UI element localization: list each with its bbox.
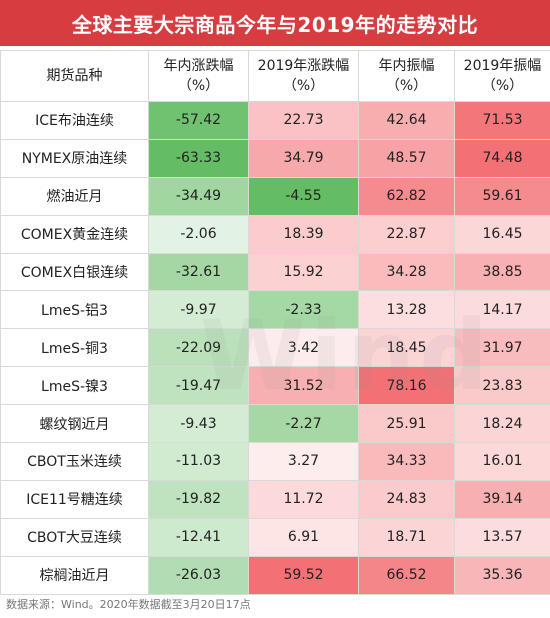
commodity-name: COMEX黄金连续 [0, 214, 149, 254]
cell-2019-amplitude: 39.14 [454, 479, 550, 519]
cell-2019-change: -2.27 [248, 404, 359, 444]
header-2019-amplitude: 2019年振幅 （%） [454, 50, 550, 102]
cell-2019-change: -4.55 [248, 176, 359, 216]
cell-ytd-change: -19.47 [148, 366, 249, 406]
cell-2019-amplitude: 59.61 [454, 176, 550, 216]
commodity-name: CBOT玉米连续 [0, 442, 149, 481]
cell-ytd-amplitude: 18.45 [358, 328, 455, 368]
commodity-name: LmeS-铜3 [0, 328, 149, 368]
header-2019-amplitude-label: 2019年振幅 [463, 58, 542, 74]
commodity-name: LmeS-镍3 [0, 366, 149, 406]
table-row: CBOT玉米连续 -11.03 3.27 34.33 16.01 [0, 442, 550, 481]
table-row: LmeS-铝3 -9.97 -2.33 13.28 14.17 [0, 290, 550, 330]
header-ytd-amplitude: 年内振幅 （%） [358, 50, 455, 102]
cell-2019-change: 3.42 [248, 328, 359, 368]
header-ytd-change-label: 年内涨跌幅 [163, 58, 234, 74]
table-row: 燃油近月 -34.49 -4.55 62.82 59.61 [0, 176, 550, 216]
cell-ytd-amplitude: 24.83 [358, 479, 455, 519]
cell-ytd-amplitude: 48.57 [358, 138, 455, 178]
cell-2019-amplitude: 16.01 [454, 442, 550, 481]
header-2019-change-label: 2019年涨跌幅 [257, 58, 350, 74]
cell-ytd-change: -32.61 [148, 252, 249, 292]
cell-ytd-amplitude: 78.16 [358, 366, 455, 406]
cell-ytd-amplitude: 62.82 [358, 176, 455, 216]
header-2019-change-unit: （%） [282, 78, 325, 94]
cell-2019-change: 6.91 [248, 517, 359, 557]
commodity-name: COMEX白银连续 [0, 252, 149, 292]
table-row: 螺纹钢近月 -9.43 -2.27 25.91 18.24 [0, 404, 550, 444]
cell-2019-change: 34.79 [248, 138, 359, 178]
cell-2019-amplitude: 13.57 [454, 517, 550, 557]
cell-ytd-amplitude: 13.28 [358, 290, 455, 330]
cell-ytd-change: -57.42 [148, 101, 249, 140]
cell-ytd-change: -9.43 [148, 404, 249, 444]
commodity-name: 燃油近月 [0, 176, 149, 216]
table-row: LmeS-镍3 -19.47 31.52 78.16 23.83 [0, 366, 550, 406]
table-row: NYMEX原油连续 -63.33 34.79 48.57 74.48 [0, 138, 550, 178]
header-name: 期货品种 [0, 50, 149, 102]
cell-ytd-change: -63.33 [148, 138, 249, 178]
cell-2019-change: 11.72 [248, 479, 359, 519]
cell-2019-amplitude: 16.45 [454, 214, 550, 254]
cell-2019-amplitude: 71.53 [454, 101, 550, 140]
cell-2019-amplitude: 14.17 [454, 290, 550, 330]
cell-2019-change: 59.52 [248, 555, 359, 595]
commodity-name: 螺纹钢近月 [0, 404, 149, 444]
table-row: CBOT大豆连续 -12.41 6.91 18.71 13.57 [0, 517, 550, 557]
cell-ytd-amplitude: 18.71 [358, 517, 455, 557]
header-ytd-change-unit: （%） [177, 78, 220, 94]
table-row: ICE布油连续 -57.42 22.73 42.64 71.53 [0, 101, 550, 140]
table-row: 棕榈油近月 -26.03 59.52 66.52 35.36 [0, 555, 550, 595]
cell-ytd-change: -26.03 [148, 555, 249, 595]
cell-ytd-amplitude: 25.91 [358, 404, 455, 444]
cell-2019-amplitude: 38.85 [454, 252, 550, 292]
cell-2019-change: 22.73 [248, 101, 359, 140]
table-row: LmeS-铜3 -22.09 3.42 18.45 31.97 [0, 328, 550, 368]
cell-2019-change: 18.39 [248, 214, 359, 254]
cell-2019-change: -2.33 [248, 290, 359, 330]
cell-ytd-change: -2.06 [148, 214, 249, 254]
commodity-table: 期货品种 年内涨跌幅 （%） 2019年涨跌幅 （%） 年内振幅 （%） 201… [0, 50, 550, 595]
commodity-name: 棕榈油近月 [0, 555, 149, 595]
cell-ytd-amplitude: 34.33 [358, 442, 455, 481]
cell-2019-amplitude: 74.48 [454, 138, 550, 178]
commodity-name: LmeS-铝3 [0, 290, 149, 330]
cell-2019-change: 3.27 [248, 442, 359, 481]
cell-2019-amplitude: 18.24 [454, 404, 550, 444]
commodity-name: CBOT大豆连续 [0, 517, 149, 557]
header-ytd-amplitude-label: 年内振幅 [378, 58, 435, 74]
commodity-name: NYMEX原油连续 [0, 138, 149, 178]
cell-2019-amplitude: 31.97 [454, 328, 550, 368]
cell-ytd-change: -9.97 [148, 290, 249, 330]
commodity-name: ICE11号糖连续 [0, 479, 149, 519]
footnote: 数据来源：Wind。2020年数据截至3月20日17点 [6, 598, 251, 611]
chart-title: 全球主要大宗商品今年与2019年的走势对比 [0, 0, 550, 46]
cell-ytd-amplitude: 66.52 [358, 555, 455, 595]
commodity-name: ICE布油连续 [0, 101, 149, 140]
cell-ytd-amplitude: 34.28 [358, 252, 455, 292]
table-row: COMEX黄金连续 -2.06 18.39 22.87 16.45 [0, 214, 550, 254]
cell-ytd-change: -34.49 [148, 176, 249, 216]
cell-2019-change: 31.52 [248, 366, 359, 406]
table-row: ICE11号糖连续 -19.82 11.72 24.83 39.14 [0, 479, 550, 519]
header-row: 期货品种 年内涨跌幅 （%） 2019年涨跌幅 （%） 年内振幅 （%） 201… [0, 50, 550, 102]
cell-2019-amplitude: 35.36 [454, 555, 550, 595]
header-ytd-amplitude-unit: （%） [385, 78, 428, 94]
header-name-label: 期货品种 [46, 68, 103, 84]
cell-2019-amplitude: 23.83 [454, 366, 550, 406]
cell-ytd-change: -12.41 [148, 517, 249, 557]
cell-2019-change: 15.92 [248, 252, 359, 292]
cell-ytd-amplitude: 22.87 [358, 214, 455, 254]
cell-ytd-change: -19.82 [148, 479, 249, 519]
cell-ytd-change: -22.09 [148, 328, 249, 368]
header-2019-amplitude-unit: （%） [481, 78, 524, 94]
table-row: COMEX白银连续 -32.61 15.92 34.28 38.85 [0, 252, 550, 292]
header-ytd-change: 年内涨跌幅 （%） [148, 50, 249, 102]
table-body: ICE布油连续 -57.42 22.73 42.64 71.53 NYMEX原油连续 -63… [0, 101, 550, 595]
cell-ytd-amplitude: 42.64 [358, 101, 455, 140]
cell-ytd-change: -11.03 [148, 442, 249, 481]
header-2019-change: 2019年涨跌幅 （%） [248, 50, 359, 102]
